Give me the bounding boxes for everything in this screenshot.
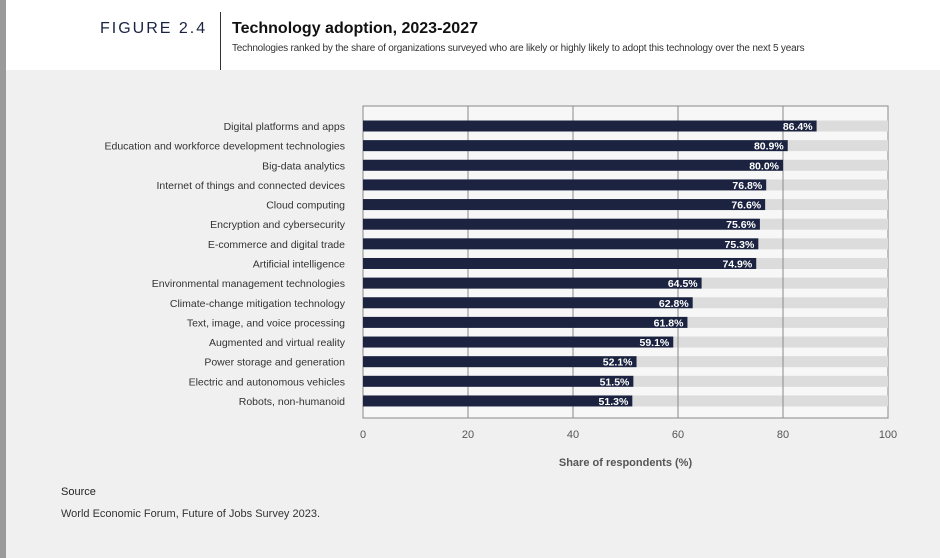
chart-subtitle: Technologies ranked by the share of orga… — [232, 43, 805, 54]
bar — [363, 120, 817, 132]
value-label: 64.5% — [668, 278, 698, 290]
bars — [363, 120, 817, 407]
value-label: 62.8% — [659, 298, 689, 310]
category-label: Cloud computing — [266, 200, 345, 212]
category-label: Internet of things and connected devices — [156, 180, 345, 192]
category-label: Augmented and virtual reality — [209, 337, 346, 349]
x-tick-label: 60 — [672, 429, 684, 441]
value-label: 51.3% — [599, 396, 629, 408]
bar — [363, 218, 760, 230]
value-label: 86.4% — [783, 121, 813, 133]
category-label: Text, image, and voice processing — [187, 317, 345, 329]
figure-label: FIGURE 2.4 — [100, 20, 208, 37]
bar — [363, 356, 637, 368]
x-tick-label: 100 — [879, 429, 897, 441]
value-label: 52.1% — [603, 357, 633, 369]
x-tick-label: 80 — [777, 429, 789, 441]
value-label: 76.6% — [731, 200, 761, 212]
figure-header: FIGURE 2.4 Technology adoption, 2023-202… — [6, 0, 940, 70]
chart-title: Technology adoption, 2023-2027 — [232, 20, 478, 37]
value-label: 76.8% — [732, 180, 762, 192]
x-tick-label: 40 — [567, 429, 579, 441]
category-label: Artificial intelligence — [253, 258, 345, 270]
left-edge-strip — [0, 0, 6, 558]
value-label: 75.6% — [726, 219, 756, 231]
bar — [363, 336, 674, 348]
bar — [363, 297, 693, 309]
category-label: Climate-change mitigation technology — [170, 298, 346, 310]
bar — [363, 395, 633, 407]
bar — [363, 375, 634, 387]
bar — [363, 316, 688, 328]
source-text: World Economic Forum, Future of Jobs Sur… — [61, 508, 321, 520]
category-label: Environmental management technologies — [152, 278, 345, 290]
x-tick-label: 20 — [462, 429, 474, 441]
category-label: Power storage and generation — [204, 357, 345, 369]
value-label: 80.9% — [754, 141, 784, 153]
value-label: 74.9% — [722, 258, 752, 270]
bar — [363, 179, 767, 191]
bar — [363, 277, 702, 289]
bar — [363, 257, 757, 269]
x-tick-label: 0 — [360, 429, 366, 441]
x-axis-ticks: 0 20 40 60 80 100 — [360, 429, 897, 441]
category-label: Robots, non-humanoid — [239, 396, 345, 408]
category-label: Encryption and cybersecurity — [210, 219, 346, 231]
category-label: Education and workforce development tech… — [105, 141, 346, 153]
header-divider — [220, 12, 221, 70]
category-label: E-commerce and digital trade — [208, 239, 345, 251]
value-label: 59.1% — [639, 337, 669, 349]
source-heading: Source — [61, 486, 96, 498]
category-label: Electric and autonomous vehicles — [189, 376, 345, 388]
category-label: Big-data analytics — [262, 160, 345, 172]
bar — [363, 238, 759, 250]
category-labels: Digital platforms and apps Education and … — [105, 121, 346, 408]
value-label: 61.8% — [654, 317, 684, 329]
value-label: 80.0% — [749, 160, 779, 172]
category-label: Digital platforms and apps — [224, 121, 345, 133]
x-axis-label: Share of respondents (%) — [559, 457, 693, 469]
value-label: 75.3% — [725, 239, 755, 251]
bar — [363, 159, 783, 171]
value-labels: 86.4% 80.9% 80.0% 76.8% 76.6% 75.6% 75.3% 74.9%… — [599, 121, 814, 408]
bar — [363, 199, 766, 211]
value-label: 51.5% — [600, 376, 630, 388]
bar — [363, 140, 788, 152]
